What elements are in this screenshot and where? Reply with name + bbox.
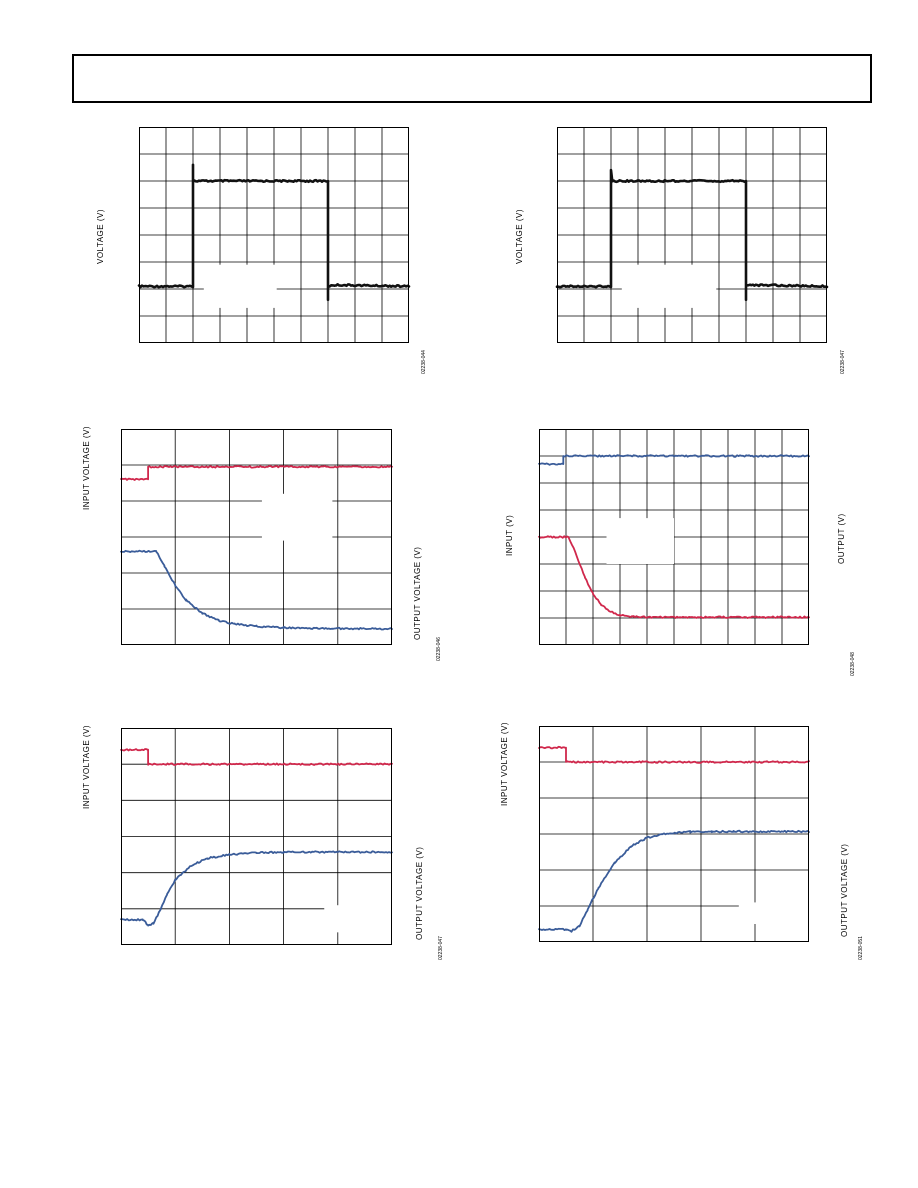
chart-mid-right-plot (538, 429, 810, 645)
annotation-blank-area (232, 610, 279, 649)
chart-mid-left-figure-code: 02238-046 (436, 637, 442, 661)
chart-top-right-plot (555, 127, 829, 343)
series-trace-2 (120, 850, 393, 927)
series-trace-1 (120, 465, 393, 481)
chart-top-right (555, 127, 829, 343)
chart-mid-right-ylabel: INPUT (V) (505, 514, 514, 556)
chart-mid-right-y2label: OUTPUT (V) (837, 513, 846, 564)
chart-bottom-left-plot (120, 728, 395, 945)
annotation-blank-area (203, 264, 277, 308)
chart-mid-left-ylabel: INPUT VOLTAGE (V) (82, 425, 91, 510)
chart-mid-left-y2label: OUTPUT VOLTAGE (V) (413, 546, 422, 640)
plot-frame (139, 127, 409, 343)
chart-mid-right-figure-code: 02238-048 (850, 652, 856, 676)
chart-bottom-right-plot (538, 726, 812, 942)
chart-top-right-figure-code: 02238-047 (840, 350, 846, 374)
chart-mid-left (120, 429, 393, 649)
series-trace-1 (137, 163, 411, 302)
chart-top-left-ylabel: VOLTAGE (V) (96, 209, 105, 264)
chart-bottom-left-ylabel: INPUT VOLTAGE (V) (82, 724, 91, 809)
annotation-blank-area (606, 518, 674, 564)
plot-frame (121, 429, 392, 645)
chart-bottom-right (538, 726, 812, 942)
annotation-blank-area (324, 905, 395, 933)
series-trace-1 (120, 748, 393, 766)
annotation-blank-area (261, 493, 333, 541)
plot-frame (539, 429, 809, 645)
chart-bottom-left (120, 728, 395, 945)
chart-mid-left-plot (120, 429, 393, 649)
chart-bottom-right-figure-code: 02238-051 (858, 936, 864, 960)
series-trace-2 (538, 535, 810, 619)
series-trace-2 (120, 549, 393, 631)
chart-bottom-right-y2label: OUTPUT VOLTAGE (V) (840, 843, 849, 937)
chart-top-left (137, 127, 411, 343)
annotation-blank-area (621, 264, 717, 308)
series-trace-1 (538, 745, 810, 764)
chart-bottom-left-y2label: OUTPUT VOLTAGE (V) (415, 846, 424, 940)
plot-frame (539, 726, 809, 942)
page-header-box (72, 54, 872, 103)
chart-bottom-right-ylabel: INPUT VOLTAGE (V) (500, 721, 509, 806)
chart-top-right-ylabel: VOLTAGE (V) (515, 209, 524, 264)
annotation-blank-area (738, 902, 812, 924)
plot-frame (557, 127, 827, 343)
series-trace-2 (538, 829, 810, 933)
series-trace-1 (538, 454, 810, 466)
chart-top-left-figure-code: 02238-044 (421, 350, 427, 374)
series-trace-1 (555, 168, 829, 302)
plot-frame (121, 728, 392, 945)
chart-bottom-left-figure-code: 02238-047 (438, 936, 444, 960)
chart-mid-right (538, 429, 810, 645)
chart-top-left-plot (137, 127, 411, 343)
